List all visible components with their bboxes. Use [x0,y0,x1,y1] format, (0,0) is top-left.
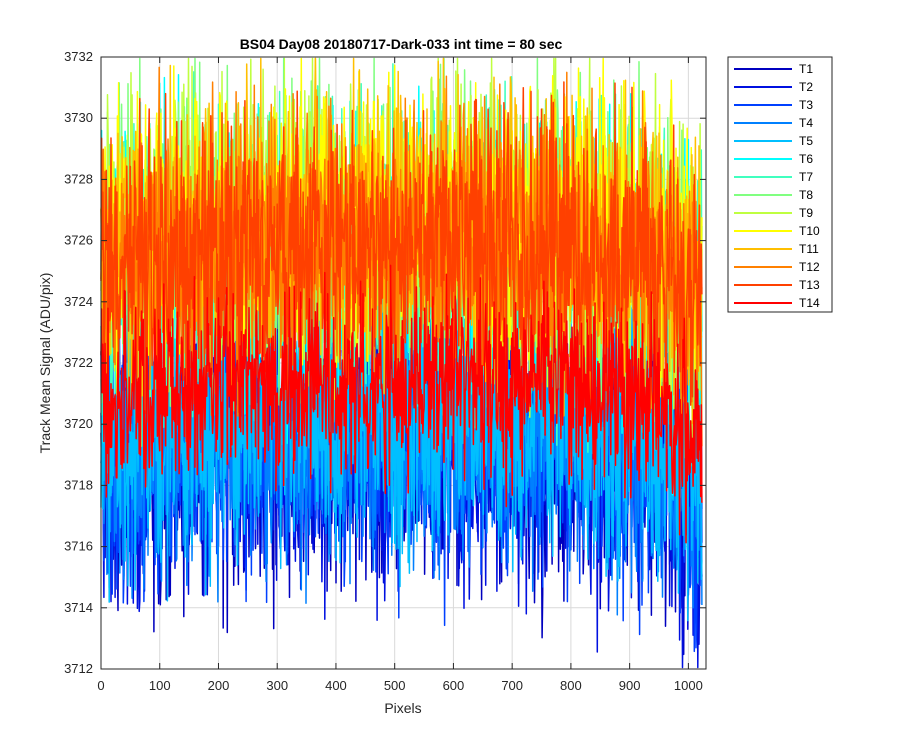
x-tick-label: 800 [560,678,582,693]
legend-label-t14: T14 [799,296,820,310]
y-tick-label: 3712 [64,661,93,676]
legend-label-t8: T8 [799,188,813,202]
x-tick-label: 100 [149,678,171,693]
legend-label-t13: T13 [799,278,820,292]
x-tick-label: 900 [619,678,641,693]
legend-label-t5: T5 [799,134,813,148]
legend-label-t6: T6 [799,152,813,166]
x-tick-label: 200 [208,678,230,693]
x-tick-label: 600 [443,678,465,693]
series-line-t14 [100,264,703,544]
legend-label-t4: T4 [799,116,813,130]
legend-label-t9: T9 [799,206,813,220]
plot-area: 0 100 200 300 400 500 600 700 800 900 1000 3712 3714… [64,49,707,693]
y-tick-label: 3722 [64,355,93,370]
x-tick-label: 700 [501,678,523,693]
ticks: 0 100 200 300 400 500 600 700 800 900 1000 3712 3714… [64,49,706,693]
legend-label-t10: T10 [799,224,820,238]
legend-label-t1: T1 [799,62,813,76]
legend-label-t3: T3 [799,98,813,112]
x-tick-label: 0 [97,678,104,693]
y-tick-label: 3724 [64,294,93,309]
y-tick-label: 3732 [64,49,93,64]
legend-label-t11: T11 [799,242,819,256]
legend-label-t12: T12 [799,260,820,274]
legend-box [727,56,833,313]
y-tick-label: 3720 [64,416,93,431]
y-tick-label: 3714 [64,600,93,615]
series-layer [100,57,703,669]
x-tick-label: 300 [266,678,288,693]
x-tick-label: 500 [384,678,406,693]
x-axis-label: Pixels [384,700,421,716]
legend: T1 T2 T3 T4 T5 T6 T7 T8 T9 T10 T11 T12 T13 T14 [727,56,833,313]
y-axis-label: Track Mean Signal (ADU/pix) [37,273,53,454]
legend-items: T1 T2 T3 T4 T5 T6 T7 T8 T9 T10 T11 T12 T13 T14 [734,62,820,310]
x-tick-label: 400 [325,678,347,693]
legend-label-t7: T7 [799,170,813,184]
y-tick-label: 3728 [64,171,93,186]
series-line-t13 [100,81,703,462]
y-tick-label: 3726 [64,233,93,248]
y-tick-label: 3718 [64,477,93,492]
y-tick-label: 3730 [64,110,93,125]
x-tick-label: 1000 [674,678,703,693]
legend-label-t2: T2 [799,80,813,94]
chart-title: BS04 Day08 20180717-Dark-033 int time = … [240,36,563,52]
y-tick-label: 3716 [64,539,93,554]
